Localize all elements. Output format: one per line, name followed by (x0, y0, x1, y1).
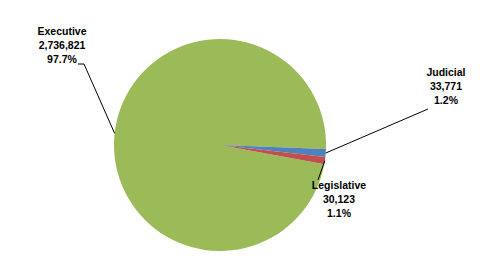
chart: Executive 2,736,821 97.7% Judicial 33,771 1.2… (0, 0, 498, 276)
leader-line (78, 64, 115, 133)
category-label: Judicial (426, 66, 465, 78)
leader-line (326, 109, 428, 153)
leader-line (318, 161, 325, 180)
data-label: 97.7% (47, 53, 77, 65)
pie-slice (114, 39, 326, 251)
data-label: 1.1% (327, 207, 352, 219)
category-label: Legislative (312, 179, 366, 191)
pie-slice (220, 145, 325, 164)
data-label: 2,736,821 (39, 39, 86, 51)
data-label: 1.2% (434, 94, 459, 106)
slices (114, 39, 326, 251)
chart-container: Executive 2,736,821 97.7% Judicial 33,771 1.2… (0, 0, 498, 276)
category-label: Executive (37, 25, 86, 37)
pie-slice (220, 145, 326, 157)
data-label: 30,123 (323, 193, 355, 205)
data-label: 33,771 (430, 80, 462, 92)
data-labels: Executive 2,736,821 97.7% Judicial 33,771 1.2… (37, 25, 465, 219)
